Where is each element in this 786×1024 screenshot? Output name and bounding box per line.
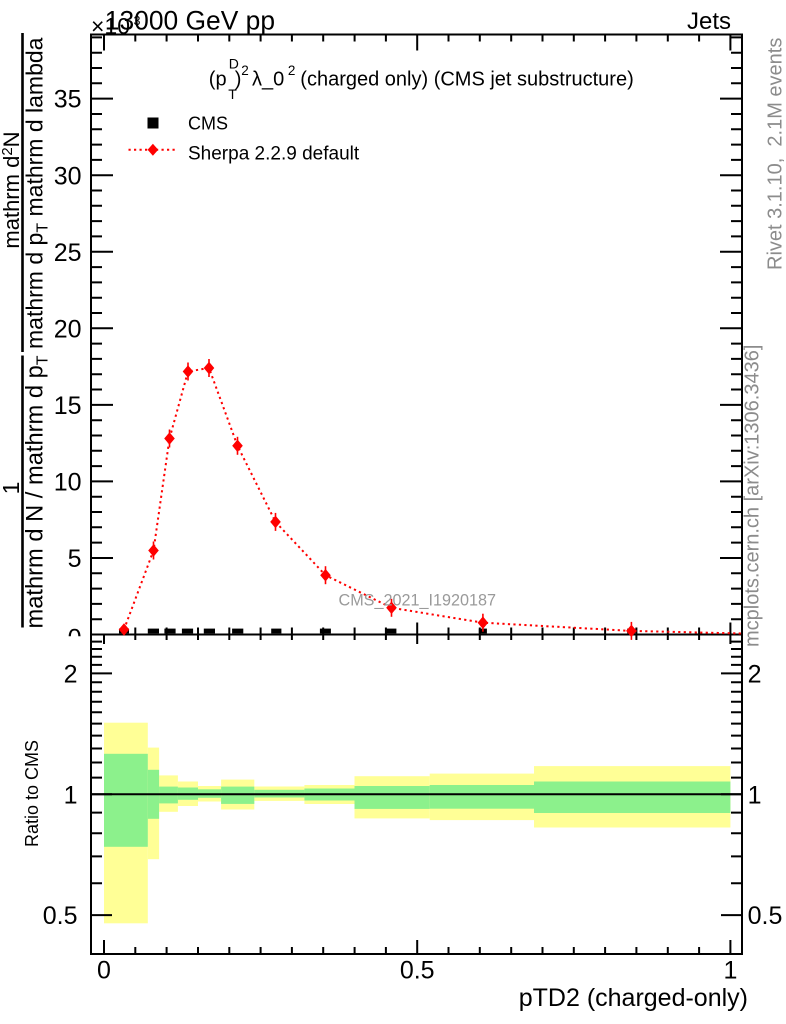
svg-text:2: 2 xyxy=(64,661,78,689)
svg-text:1: 1 xyxy=(0,482,24,495)
svg-text:mathrm d pT mathrm d lambda: mathrm d pT mathrm d lambda xyxy=(21,37,51,349)
svg-text:Rivet 3.1.10, 2.1M events: Rivet 3.1.10, 2.1M events xyxy=(765,38,786,270)
svg-text:): ) xyxy=(235,68,242,90)
svg-text:pTD2 (charged-only): pTD2 (charged-only) xyxy=(519,984,748,1012)
svg-text:mcplots.cern.ch [arXiv:1306.34: mcplots.cern.ch [arXiv:1306.3436] xyxy=(742,345,764,647)
svg-text:λ_0: λ_0 xyxy=(252,69,284,91)
svg-text:0: 0 xyxy=(68,624,82,652)
svg-text:CMS: CMS xyxy=(188,114,228,134)
svg-text:1: 1 xyxy=(748,781,762,809)
svg-text:(charged only) (CMS jet substr: (charged only) (CMS jet substructure) xyxy=(300,68,633,90)
svg-text:13000 GeV pp: 13000 GeV pp xyxy=(105,5,275,35)
svg-text:3: 3 xyxy=(134,14,141,28)
svg-text:Jets: Jets xyxy=(687,8,731,35)
svg-text:30: 30 xyxy=(54,162,82,190)
svg-text:20: 20 xyxy=(54,315,82,343)
svg-text:10: 10 xyxy=(54,469,82,497)
svg-text:0.5: 0.5 xyxy=(400,957,435,985)
svg-text:(p: (p xyxy=(209,68,227,90)
svg-text:2: 2 xyxy=(241,63,249,78)
svg-text:T: T xyxy=(228,86,237,102)
svg-text:25: 25 xyxy=(54,239,82,267)
svg-text:2: 2 xyxy=(748,661,762,689)
svg-text:mathrm d2N: mathrm d2N xyxy=(0,131,24,248)
svg-text:2: 2 xyxy=(288,63,296,78)
svg-text:CMS_2021_I1920187: CMS_2021_I1920187 xyxy=(339,591,497,609)
svg-text:35: 35 xyxy=(54,86,82,114)
svg-text:0: 0 xyxy=(97,957,111,985)
svg-text:Ratio to CMS: Ratio to CMS xyxy=(22,740,42,847)
svg-text:1: 1 xyxy=(723,957,737,985)
svg-text:×10: ×10 xyxy=(91,13,130,39)
svg-text:0.5: 0.5 xyxy=(748,902,783,930)
svg-text:D: D xyxy=(229,56,239,72)
svg-text:15: 15 xyxy=(54,392,82,420)
svg-text:1: 1 xyxy=(64,781,78,809)
svg-text:0.5: 0.5 xyxy=(43,902,78,930)
svg-text:Sherpa 2.2.9 default: Sherpa 2.2.9 default xyxy=(188,144,360,165)
svg-text:mathrm d N / mathrm d pT: mathrm d N / mathrm d pT xyxy=(22,355,51,628)
svg-text:5: 5 xyxy=(68,545,82,573)
